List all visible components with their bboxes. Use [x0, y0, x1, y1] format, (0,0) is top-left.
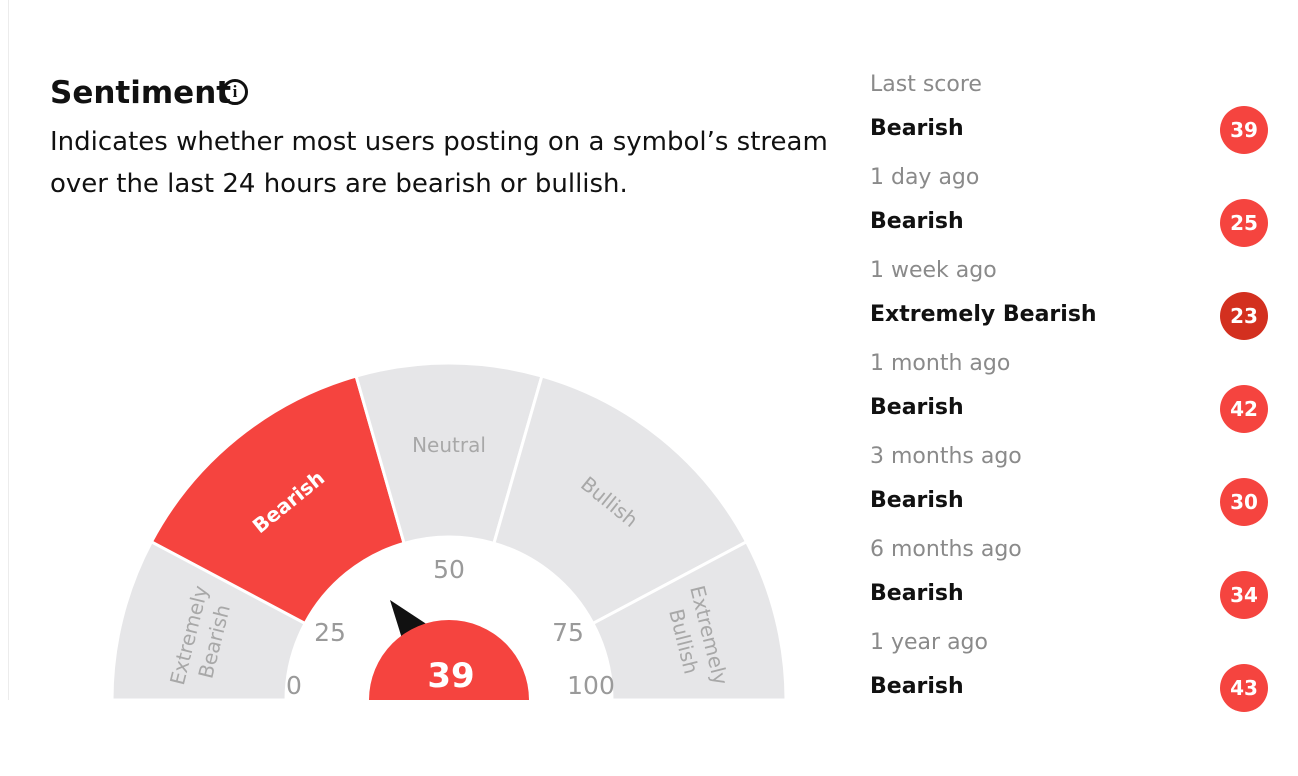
segment-label-line: Neutral [412, 433, 486, 457]
sentiment-label: Bearish [870, 116, 964, 141]
tick-label: 75 [552, 618, 584, 647]
score-badge: 43 [1220, 664, 1268, 712]
gauge-segment [149, 374, 406, 626]
score-badge: 30 [1220, 478, 1268, 526]
history-row: 6 months ago Bearish 34 [870, 531, 1270, 624]
history-row: Last score Bearish 39 [870, 66, 1270, 159]
description-line: over the last 24 hours are bearish or bu… [50, 169, 628, 199]
segment-label: Neutral [412, 433, 486, 457]
sentiment-label: Bearish [870, 209, 964, 234]
history-row: 1 month ago Bearish 42 [870, 345, 1270, 438]
history-row: 1 day ago Bearish 25 [870, 159, 1270, 252]
period: 6 months ago [870, 537, 1022, 562]
edge [8, 0, 9, 776]
period: 1 week ago [870, 258, 997, 283]
score-badge: 25 [1220, 199, 1268, 247]
score-badge: 23 [1220, 292, 1268, 340]
history-row: 1 year ago Bearish 43 [870, 624, 1270, 717]
score: 39 [427, 656, 474, 696]
sentiment-label: Extremely Bearish [870, 302, 1097, 327]
period: Last score [870, 72, 982, 97]
score-badge: 42 [1220, 385, 1268, 433]
period: 1 day ago [870, 165, 980, 190]
title: Sentiment [50, 75, 232, 111]
tick-label: 50 [433, 555, 465, 584]
history-list: Last score Bearish 39 1 day ago Bearish 25 1 w… [870, 66, 1270, 717]
sentiment-label: Bearish [870, 395, 964, 420]
score-badge: 39 [1220, 106, 1268, 154]
tick-label: 25 [314, 618, 346, 647]
description: Indicates whether most users posting on … [50, 121, 828, 205]
tick-label: 100 [567, 671, 615, 700]
sentiment-label: Bearish [870, 581, 964, 606]
baseline-mask [0, 700, 860, 776]
gauge-segment [492, 374, 749, 626]
sentiment-label: Bearish [870, 488, 964, 513]
gauge-segment [590, 539, 788, 702]
period: 1 month ago [870, 351, 1011, 376]
history-row: 1 week ago Extremely Bearish 23 [870, 252, 1270, 345]
gauge: ExtremelyBearishBearishNeutralBullishExt… [0, 363, 860, 776]
sentiment-label: Bearish [870, 674, 964, 699]
tick-label: 0 [286, 671, 302, 700]
score-disc [369, 620, 529, 700]
period: 1 year ago [870, 630, 988, 655]
score-badge: 34 [1220, 571, 1268, 619]
history-row: 3 months ago Bearish 30 [870, 438, 1270, 531]
period: 3 months ago [870, 444, 1022, 469]
info-icon[interactable]: i [222, 79, 248, 105]
description-line: Indicates whether most users posting on … [50, 127, 828, 157]
